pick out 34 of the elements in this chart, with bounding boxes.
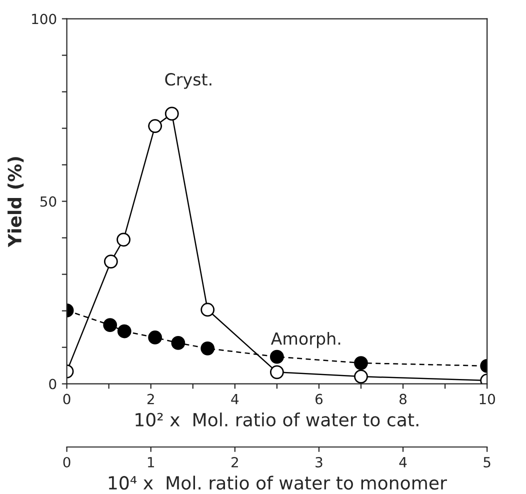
series-label: Amorph. (270, 332, 340, 348)
x2-tick-label: 2 (232, 456, 238, 468)
x-tick-label: 10 (480, 394, 495, 404)
x-tick-label: 6 (316, 394, 323, 404)
point (104, 254, 118, 268)
point (116, 232, 130, 247)
point (354, 356, 368, 370)
point (103, 318, 118, 332)
x2-tick-label: 4 (399, 457, 407, 468)
point (171, 336, 186, 350)
x2-tick-label: 0 (63, 456, 70, 468)
point (164, 106, 179, 121)
x2-tick-label: 3 (316, 456, 322, 468)
point (354, 370, 368, 384)
point (270, 365, 284, 380)
y-tick-label: 100 (32, 14, 56, 24)
x2-tick-label: 5 (484, 457, 490, 468)
x-tick-label: 0 (63, 394, 70, 404)
point (117, 324, 132, 338)
point (200, 302, 215, 317)
point (200, 341, 215, 356)
x-tick-label: 2 (147, 394, 154, 404)
series-label: Cryst. (165, 73, 212, 89)
y-axis-title: Yield (%) (8, 157, 24, 248)
x-axis-title: 10² x Mol. ratio of water to cat. (136, 412, 418, 427)
y-tick-label: 0 (49, 378, 56, 390)
x2-axis-title: 10⁴ x Mol. ratio of water to monomer (108, 476, 447, 490)
x-tick-label: 4 (231, 394, 239, 404)
x2-tick-label: 1 (148, 457, 154, 468)
point (148, 330, 162, 344)
y-tick-label: 50 (40, 196, 56, 207)
point (270, 350, 284, 364)
x-tick-label: 8 (400, 394, 406, 404)
point (148, 119, 162, 134)
